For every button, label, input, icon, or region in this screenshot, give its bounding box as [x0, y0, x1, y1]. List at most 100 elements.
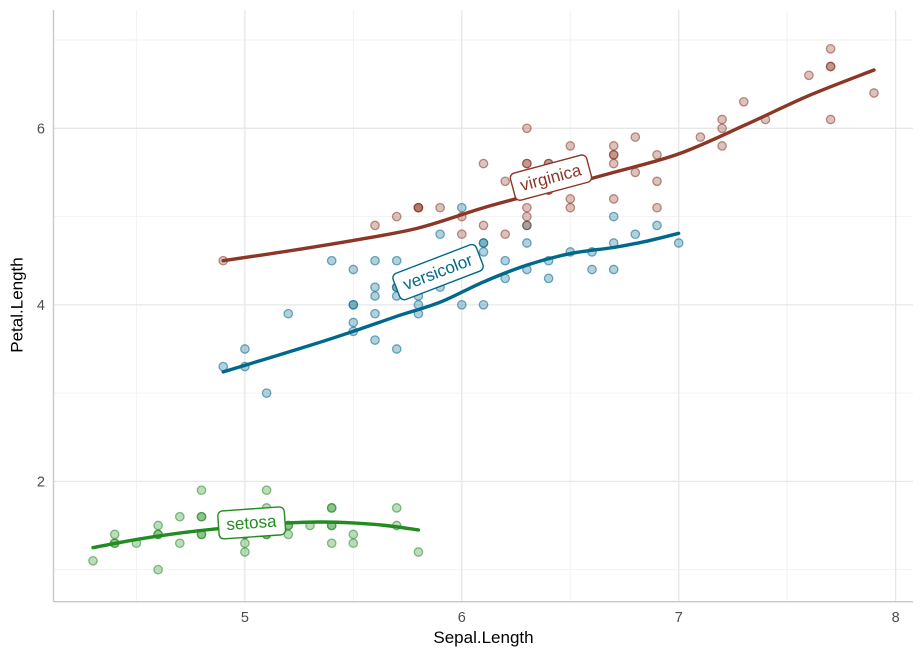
- data-point-setosa: [326, 538, 337, 549]
- y-tick-label: 2: [37, 474, 45, 490]
- data-point-versicolor: [435, 229, 445, 240]
- x-tick-label: 6: [458, 610, 466, 626]
- data-point-virginica: [804, 70, 814, 81]
- data-point-virginica: [522, 158, 532, 169]
- data-point-versicolor: [630, 229, 641, 240]
- data-point-virginica: [825, 114, 836, 125]
- data-point-versicolor: [522, 238, 532, 248]
- data-point-versicolor: [456, 299, 467, 310]
- data-point-setosa: [240, 547, 250, 557]
- data-point-versicolor: [370, 308, 380, 319]
- data-point-virginica: [391, 211, 402, 222]
- x-tick-label: 8: [892, 610, 900, 626]
- data-point-versicolor: [478, 247, 489, 257]
- series-label-versicolor: versicolor: [392, 243, 484, 301]
- data-point-versicolor: [370, 291, 380, 301]
- data-point-setosa: [153, 520, 163, 531]
- data-point-versicolor: [348, 317, 359, 328]
- y-tick-label: 4: [37, 298, 45, 314]
- data-point-versicolor: [500, 255, 511, 266]
- x-axis-title: Sepal.Length: [433, 628, 534, 647]
- data-point-virginica: [608, 141, 619, 151]
- data-point-versicolor: [391, 255, 402, 266]
- data-point-virginica: [500, 176, 511, 187]
- series-label-box: [217, 506, 287, 540]
- data-point-setosa: [261, 485, 272, 496]
- data-point-virginica: [522, 220, 532, 231]
- data-point-virginica: [522, 202, 532, 213]
- data-point-virginica: [869, 88, 879, 98]
- data-point-versicolor: [326, 255, 337, 266]
- data-point-setosa: [348, 529, 359, 540]
- data-point-setosa: [196, 511, 207, 522]
- data-point-setosa: [413, 547, 424, 557]
- data-point-versicolor: [673, 238, 684, 248]
- data-point-virginica: [478, 158, 489, 169]
- data-point-virginica: [435, 202, 445, 213]
- data-point-versicolor: [652, 220, 662, 231]
- data-point-virginica: [717, 123, 727, 134]
- data-point-virginica: [652, 149, 662, 160]
- data-point-setosa: [174, 538, 185, 549]
- data-point-setosa: [348, 538, 359, 549]
- series-label-box: [392, 243, 484, 301]
- series-label-setosa: setosa: [217, 506, 287, 540]
- data-point-virginica: [717, 114, 727, 125]
- data-point-virginica: [652, 202, 662, 213]
- data-point-virginica: [565, 141, 576, 151]
- data-point-virginica: [630, 132, 641, 142]
- data-point-setosa: [196, 485, 207, 496]
- data-point-virginica: [825, 43, 836, 54]
- data-point-virginica: [717, 141, 727, 151]
- data-point-versicolor: [283, 308, 294, 319]
- data-point-virginica: [825, 61, 836, 72]
- data-point-virginica: [608, 158, 619, 169]
- data-point-versicolor: [261, 388, 272, 398]
- x-tick-label: 7: [675, 610, 683, 626]
- x-tick-label: 5: [241, 610, 249, 626]
- data-point-virginica: [522, 123, 532, 134]
- data-point-virginica: [370, 220, 380, 231]
- series-label-box: [509, 154, 593, 201]
- data-point-virginica: [522, 211, 532, 222]
- data-point-setosa: [326, 503, 337, 513]
- data-point-versicolor: [391, 344, 402, 354]
- data-point-versicolor: [587, 264, 597, 275]
- data-point-versicolor: [608, 264, 619, 275]
- data-point-versicolor: [370, 282, 380, 293]
- data-point-virginica: [695, 132, 706, 142]
- data-point-versicolor: [456, 202, 467, 213]
- data-point-versicolor: [370, 255, 380, 266]
- data-point-virginica: [630, 167, 641, 178]
- data-point-versicolor: [240, 344, 250, 354]
- data-point-virginica: [565, 194, 576, 204]
- data-point-virginica: [738, 96, 749, 107]
- data-point-setosa: [240, 538, 250, 549]
- data-point-setosa: [88, 555, 98, 566]
- data-point-versicolor: [543, 273, 554, 284]
- data-point-versicolor: [348, 264, 359, 275]
- data-point-virginica: [500, 229, 511, 240]
- data-point-virginica: [608, 194, 619, 204]
- data-point-versicolor: [370, 335, 380, 345]
- series-label-text: setosa: [226, 512, 278, 534]
- y-axis-title: Petal.Length: [7, 257, 26, 353]
- smooth-line-versicolor: [221, 231, 681, 374]
- data-point-versicolor: [478, 238, 489, 248]
- data-point-virginica: [608, 149, 619, 160]
- data-point-virginica: [478, 220, 489, 231]
- y-tick-label: 6: [37, 121, 45, 137]
- data-point-virginica: [565, 202, 576, 213]
- data-point-versicolor: [348, 299, 359, 310]
- data-point-setosa: [153, 564, 163, 575]
- data-point-versicolor: [608, 211, 619, 222]
- data-point-virginica: [652, 176, 662, 187]
- data-point-setosa: [174, 511, 185, 522]
- data-point-setosa: [391, 503, 402, 513]
- data-point-versicolor: [478, 299, 489, 310]
- data-point-virginica: [413, 202, 424, 213]
- data-point-virginica: [456, 229, 467, 240]
- data-point-setosa: [109, 529, 120, 540]
